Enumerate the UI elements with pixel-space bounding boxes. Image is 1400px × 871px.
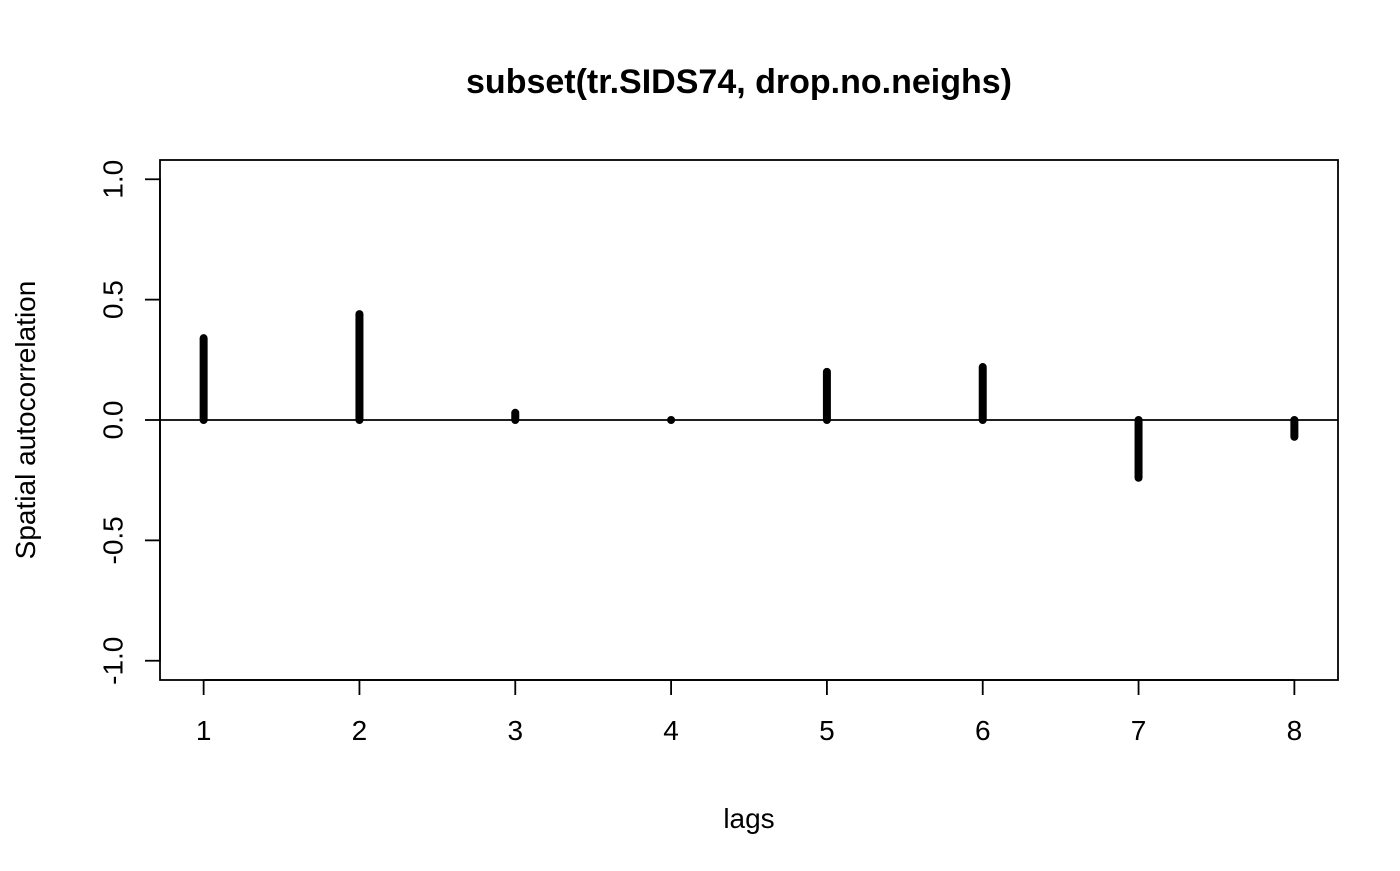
x-tick-label: 8 — [1287, 715, 1303, 746]
bars-group — [199, 310, 1299, 482]
y-tick-label: 0.0 — [97, 401, 128, 440]
y-tick-label: -0.5 — [97, 516, 128, 564]
x-tick-label: 4 — [663, 715, 679, 746]
chart-title: subset(tr.SIDS74, drop.no.neighs) — [466, 63, 1012, 101]
x-tick-label: 3 — [507, 715, 523, 746]
x-tick-label: 5 — [819, 715, 835, 746]
x-axis: 1 2 3 4 5 6 7 8 — [196, 679, 1303, 746]
y-tick-label: 1.0 — [97, 160, 128, 199]
y-axis-label: Spatial autocorrelation — [10, 281, 41, 560]
x-tick-label: 7 — [1131, 715, 1147, 746]
x-tick-label: 6 — [975, 715, 991, 746]
x-tick-label: 1 — [196, 715, 212, 746]
y-tick-label: -1.0 — [97, 637, 128, 685]
y-axis: -1.0 -0.5 0.0 0.5 1.0 — [97, 160, 161, 685]
x-tick-label: 2 — [352, 715, 368, 746]
x-axis-label: lags — [723, 803, 774, 834]
y-tick-label: 0.5 — [97, 280, 128, 319]
